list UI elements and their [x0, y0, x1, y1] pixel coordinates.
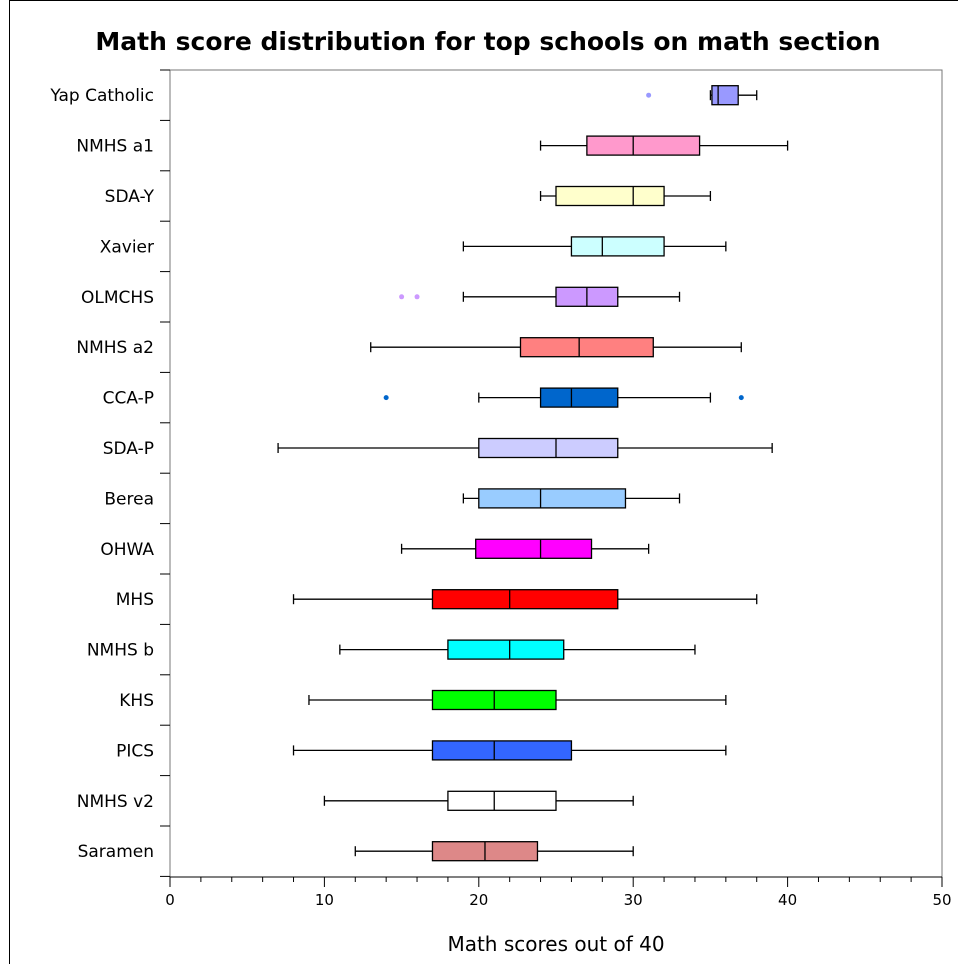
- x-tick-label: 0: [165, 891, 175, 909]
- category-label: Saramen: [78, 842, 154, 862]
- iqr-box: [475, 538, 593, 559]
- x-tick-label: 40: [778, 891, 797, 909]
- iqr-box: [586, 135, 701, 156]
- category-label: MHS: [116, 590, 154, 610]
- iqr-box: [431, 740, 573, 761]
- x-tick-label: 20: [469, 891, 488, 909]
- category-label: SDA-P: [103, 439, 154, 459]
- outlier-point: [399, 294, 405, 300]
- x-axis: 0 10 20 30 40 50: [165, 876, 952, 909]
- category-label: NMHS v2: [77, 792, 154, 812]
- x-tick-label: 30: [624, 891, 643, 909]
- category-label: PICS: [116, 741, 154, 761]
- chart-title: Math score distribution for top schools …: [95, 27, 880, 56]
- iqr-box: [570, 236, 665, 257]
- category-label: Xavier: [100, 237, 154, 257]
- outlier-point: [414, 294, 420, 300]
- category-label: OHWA: [100, 540, 154, 560]
- category-label: SDA-Y: [105, 187, 155, 207]
- boxes-layer: [277, 85, 789, 862]
- category-label: CCA-P: [103, 389, 154, 409]
- chart-frame: [9, 0, 958, 964]
- category-label: OLMCHS: [81, 288, 154, 308]
- iqr-box: [431, 589, 619, 610]
- category-label: NMHS a1: [76, 137, 154, 157]
- category-label: KHS: [119, 691, 154, 711]
- x-axis-title: Math scores out of 40: [447, 932, 664, 956]
- category-label: NMHS b: [87, 641, 154, 661]
- outlier-point: [738, 395, 744, 401]
- category-label: NMHS a2: [76, 338, 154, 358]
- iqr-box: [519, 337, 654, 358]
- iqr-box: [478, 437, 619, 459]
- x-tick-label: 50: [932, 891, 951, 909]
- iqr-box: [447, 639, 565, 660]
- category-label: Berea: [104, 489, 154, 509]
- category-label: Yap Catholic: [49, 86, 154, 106]
- iqr-box: [478, 488, 627, 509]
- iqr-box: [447, 790, 557, 811]
- y-axis: Yap Catholic NMHS a1 SDA-Y Xavier OLMCHS NMHS…: [49, 69, 170, 877]
- iqr-box: [539, 387, 619, 408]
- iqr-box: [555, 185, 665, 207]
- x-tick-label: 10: [315, 891, 334, 909]
- outlier-point: [383, 395, 389, 401]
- iqr-box: [711, 85, 739, 106]
- outlier-point: [646, 92, 652, 98]
